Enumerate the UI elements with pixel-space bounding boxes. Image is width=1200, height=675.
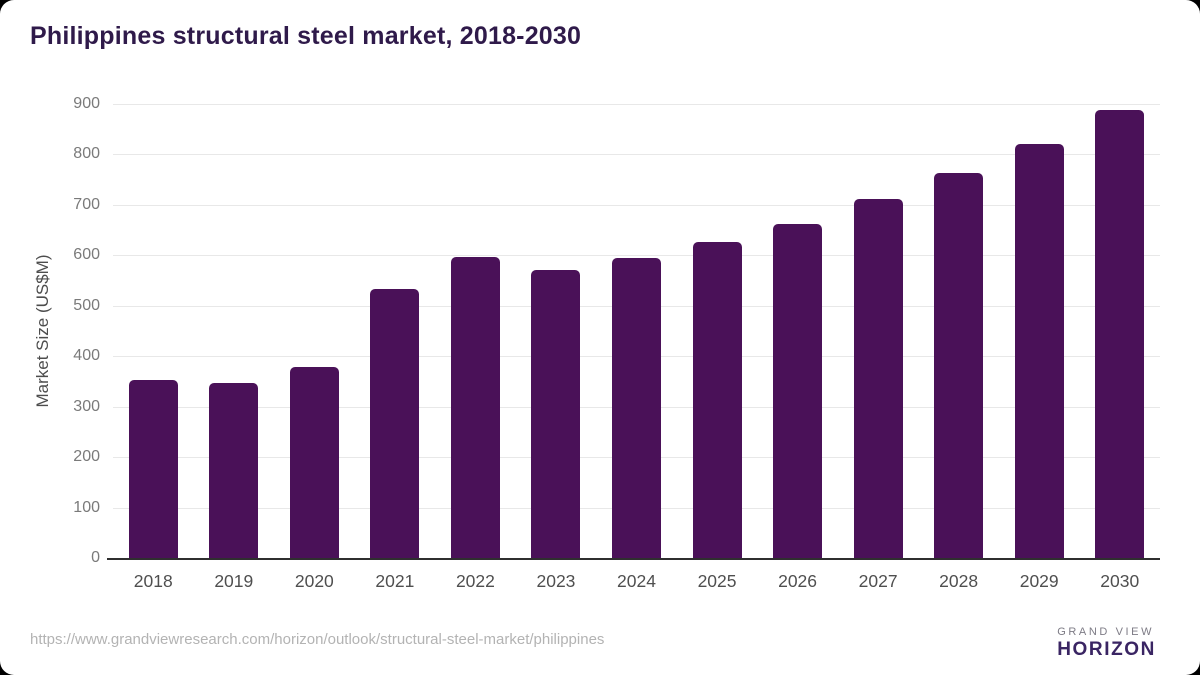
x-tick-label-2029: 2029: [1019, 571, 1059, 591]
bar-2023: [531, 269, 581, 558]
plot-area: 0 100 200 300 400 500 600 700 800 900 2018 2019 202…: [73, 95, 1160, 591]
y-tick-label-600: 600: [73, 246, 100, 264]
bar-2026: [773, 223, 823, 558]
y-tick-label-400: 400: [73, 347, 100, 365]
x-axis-line: [107, 558, 1160, 560]
gridline-800: [113, 154, 1160, 156]
bar-2028: [934, 172, 984, 558]
bar-2030: [1095, 110, 1145, 558]
x-tick-label-2022: 2022: [455, 571, 495, 591]
x-tick-label-2028: 2028: [939, 571, 979, 591]
x-tick-label-2020: 2020: [294, 571, 334, 591]
x-tick-label-2018: 2018: [133, 571, 173, 591]
x-tick-label-2026: 2026: [778, 571, 818, 591]
y-tick-label-200: 200: [73, 448, 100, 466]
brand-logo: GRAND VIEW HORIZON: [999, 620, 1156, 667]
brand-name-bottom: HORIZON: [1057, 638, 1156, 660]
x-tick-label-2024: 2024: [617, 571, 656, 591]
brand-name-top: GRAND VIEW: [1057, 626, 1155, 639]
y-tick-label-100: 100: [73, 498, 100, 516]
y-tick-label-0: 0: [91, 549, 100, 566]
y-tick-label-300: 300: [73, 397, 100, 415]
x-tick-label-2023: 2023: [536, 571, 576, 591]
x-tick-label-2019: 2019: [214, 571, 254, 591]
gridline-600: [113, 255, 1160, 257]
x-tick-label-2025: 2025: [697, 571, 737, 591]
bar-2027: [853, 199, 903, 558]
brand-name: GRAND VIEW HORIZON: [1057, 626, 1156, 660]
y-tick-label-900: 900: [73, 95, 100, 112]
bar-2029: [1014, 143, 1064, 558]
gridline-900: [113, 104, 1160, 105]
bar-2020: [289, 367, 339, 558]
y-tick-label-500: 500: [73, 296, 100, 314]
source-url: https://www.grandviewresearch.com/horizo…: [30, 631, 605, 648]
x-tick-label-2027: 2027: [858, 571, 898, 591]
x-tick-label-2021: 2021: [375, 571, 415, 591]
bar-2021: [370, 288, 420, 558]
bar-2018: [128, 380, 178, 558]
x-tick-label-2030: 2030: [1100, 571, 1140, 591]
horizon-sunrise-icon: [999, 620, 1046, 667]
gridline-700: [113, 204, 1160, 206]
bar-2019: [209, 382, 259, 558]
bar-2022: [450, 257, 500, 558]
bar-2025: [692, 242, 742, 558]
y-axis-title: Market Size (US$M): [33, 254, 52, 408]
bar-2024: [612, 258, 661, 558]
y-tick-label-800: 800: [73, 145, 100, 163]
y-tick-label-700: 700: [73, 195, 100, 213]
chart-title: Philippines structural steel market, 201…: [30, 22, 582, 50]
